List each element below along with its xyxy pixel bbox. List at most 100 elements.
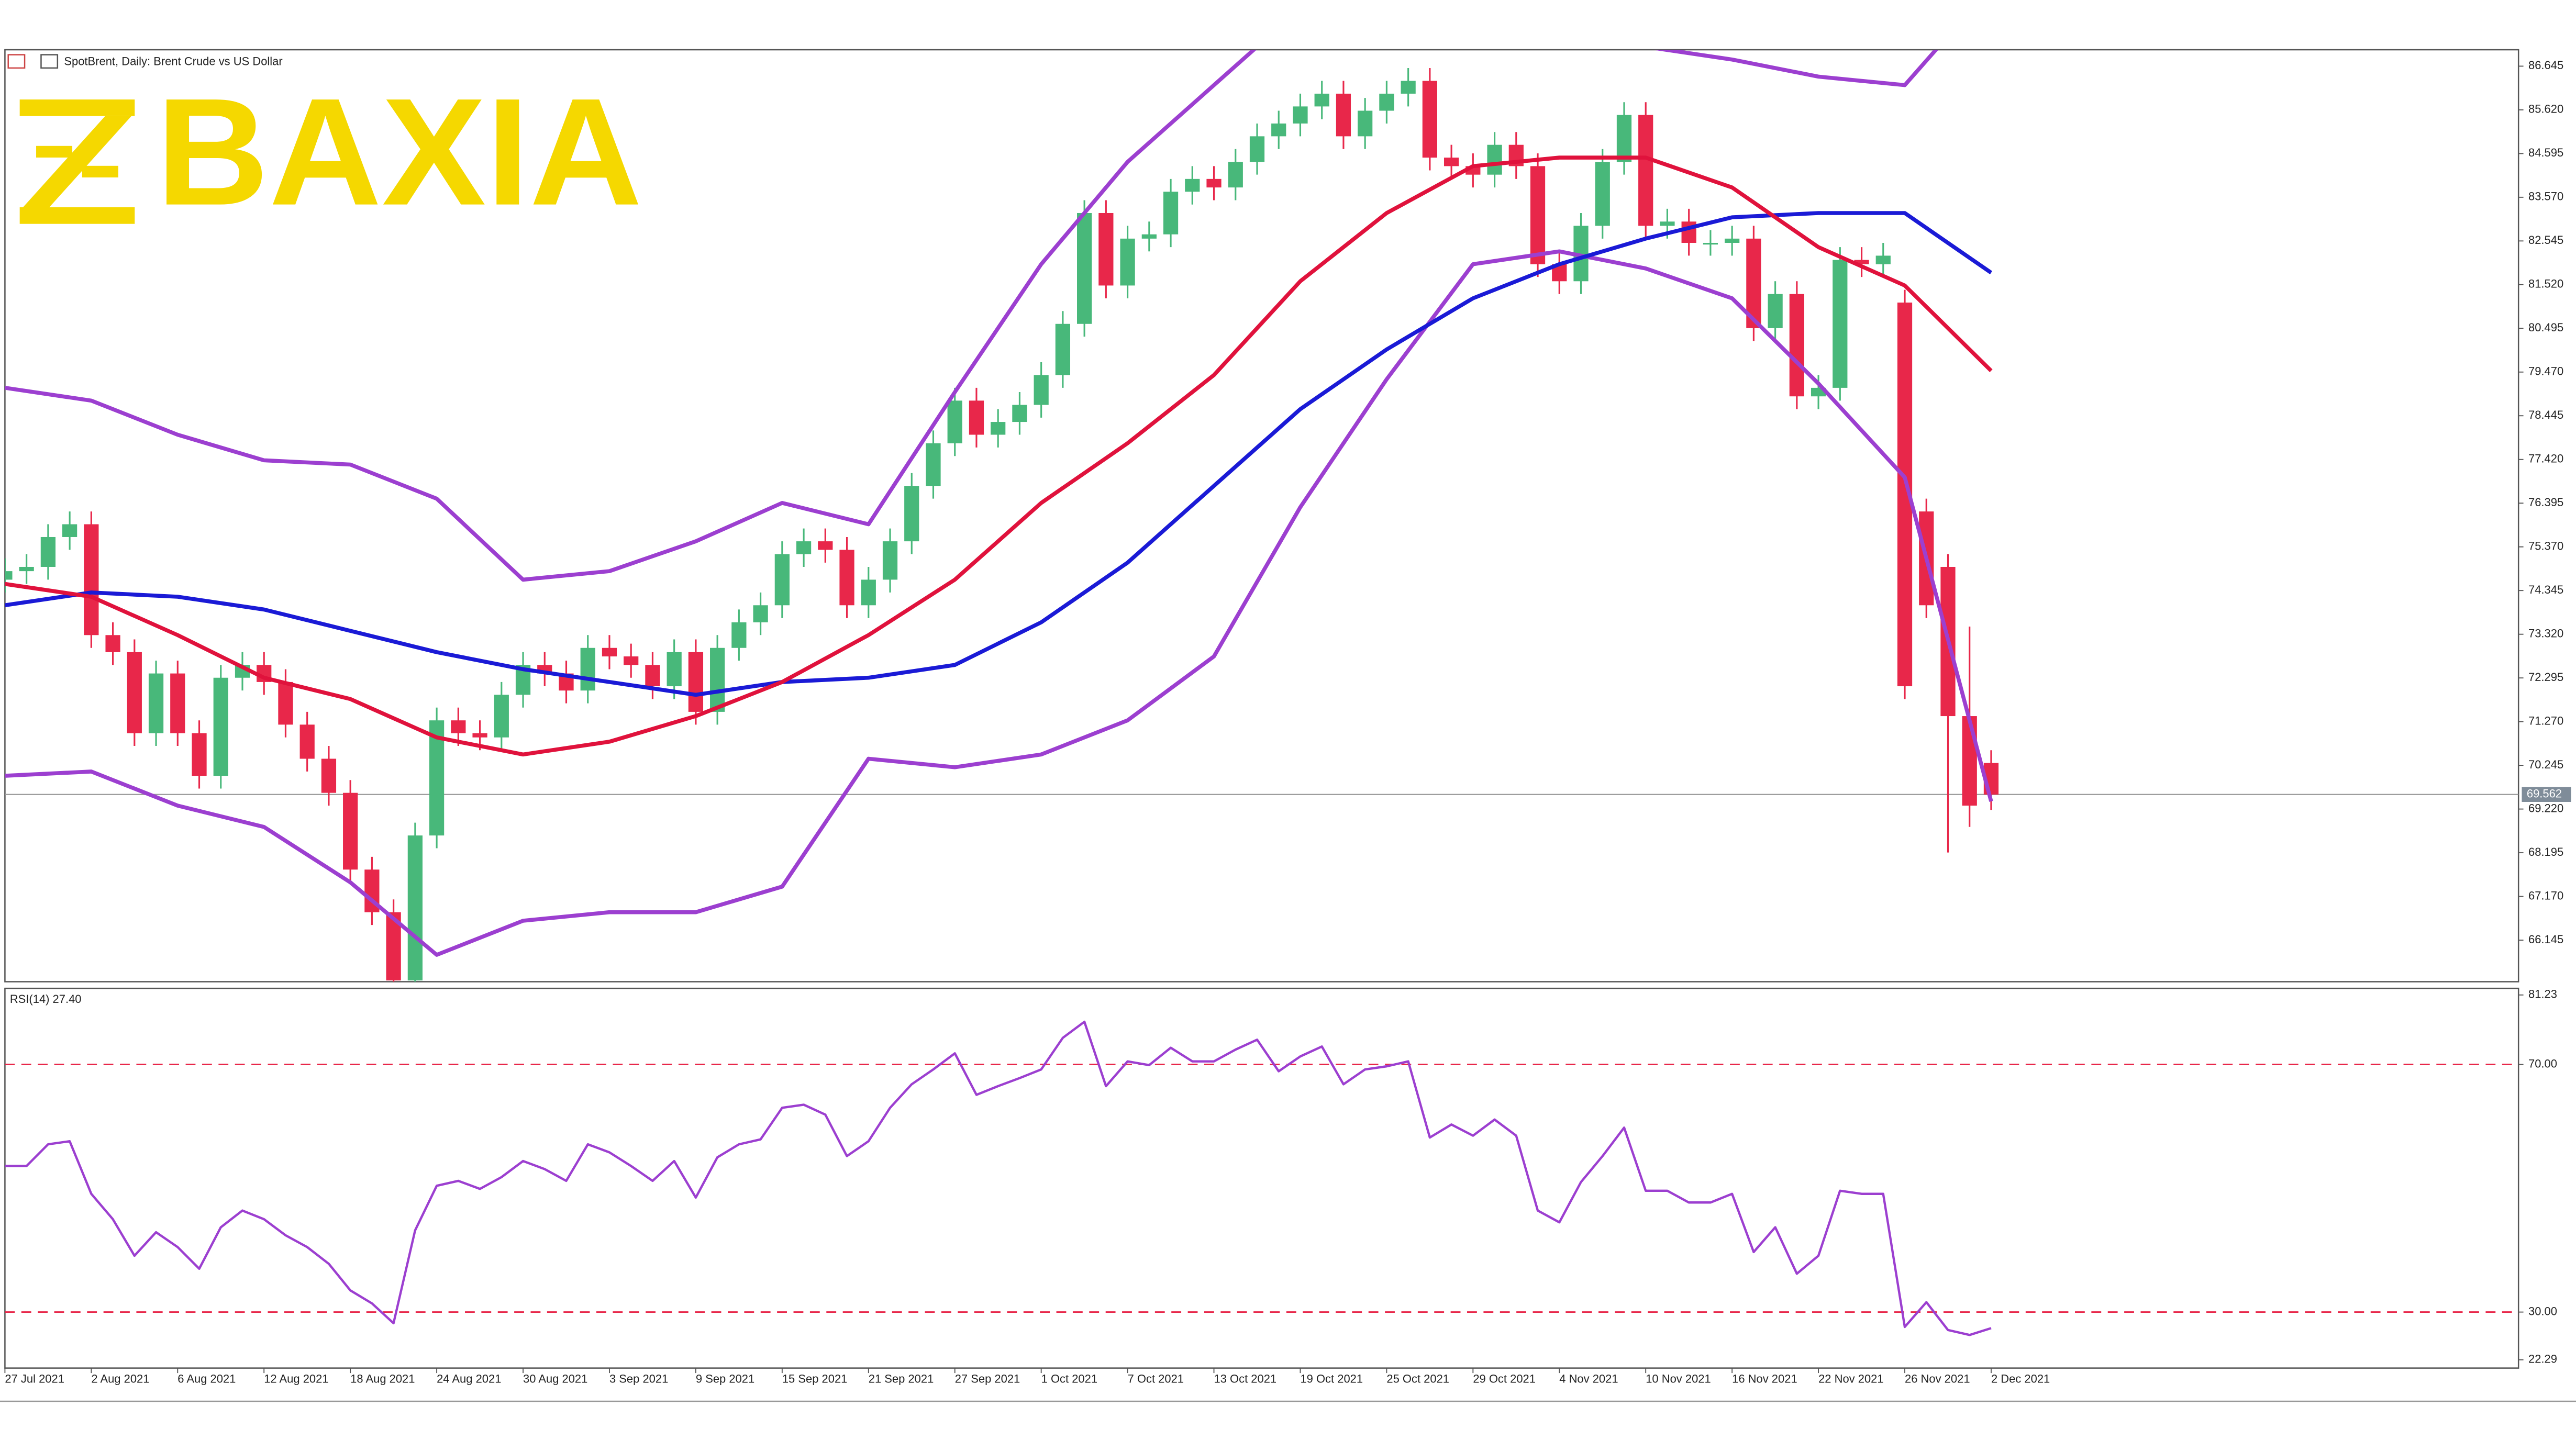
candle-body	[861, 579, 876, 606]
candle-body	[127, 652, 142, 733]
y-tick-label: 30.00	[2528, 1304, 2557, 1318]
chart-title: SpotBrent, Daily: Brent Crude vs US Doll…	[64, 55, 282, 68]
candle-body	[1206, 178, 1222, 188]
candle-body	[1055, 323, 1071, 375]
candle-body	[1530, 166, 1546, 264]
candle-body	[1638, 115, 1653, 226]
candle-body	[1012, 405, 1027, 422]
indicator-line	[5, 155, 1993, 757]
candle-body	[1163, 192, 1179, 235]
logo-bar	[19, 207, 135, 224]
candle-body	[969, 400, 984, 435]
candle-body	[667, 652, 682, 687]
watermark: BAXIA	[156, 66, 642, 237]
y-tick-label: 68.195	[2528, 845, 2563, 858]
candle-body	[494, 695, 509, 738]
y-tick-label: 79.470	[2528, 365, 2563, 378]
candle-body	[5, 571, 13, 580]
candle-body	[1336, 93, 1351, 137]
candle-body	[1141, 234, 1157, 239]
x-tick-label: 24 Aug 2021	[437, 1372, 501, 1386]
logo	[19, 99, 135, 224]
y-tick-label: 76.395	[2528, 496, 2563, 509]
x-tick-label: 19 Oct 2021	[1300, 1372, 1363, 1386]
candle-body	[1098, 213, 1114, 286]
window-icon	[7, 54, 26, 69]
candle-body	[170, 673, 185, 733]
candle-body	[105, 635, 120, 652]
candle-body	[688, 652, 704, 712]
x-tick-label: 9 Sep 2021	[696, 1372, 754, 1386]
y-tick-label: 75.370	[2528, 539, 2563, 552]
candle-body	[299, 724, 315, 759]
candle-body	[407, 835, 423, 981]
x-tick-label: 6 Aug 2021	[177, 1372, 236, 1386]
indicator-line	[5, 50, 1939, 582]
x-tick-label: 22 Nov 2021	[1818, 1372, 1884, 1386]
candle-body	[472, 733, 487, 738]
candle-body	[991, 422, 1006, 435]
x-tick-label: 7 Oct 2021	[1128, 1372, 1184, 1386]
main-pane	[4, 49, 2519, 983]
y-tick-label: 70.00	[2528, 1057, 2557, 1070]
candle-body	[774, 554, 790, 606]
x-tick-label: 25 Oct 2021	[1386, 1372, 1449, 1386]
indicator-line	[5, 211, 1993, 697]
y-tick-label: 82.545	[2528, 233, 2563, 247]
candle-body	[624, 656, 639, 665]
candle-body	[1249, 136, 1265, 162]
logo-stroke	[36, 146, 73, 158]
candle-body	[731, 622, 747, 648]
candle-body	[192, 733, 207, 776]
candle-body	[645, 665, 660, 687]
candle-body	[451, 720, 466, 733]
candle-body	[1833, 260, 1848, 388]
x-tick-label: 27 Jul 2021	[5, 1372, 64, 1386]
y-tick-label: 85.620	[2528, 103, 2563, 116]
rsi-pane	[4, 987, 2519, 1369]
candle-body	[796, 541, 812, 554]
x-tick-label: 13 Oct 2021	[1214, 1372, 1277, 1386]
y-tick-label: 74.345	[2528, 583, 2563, 596]
candle-body	[40, 537, 56, 567]
x-tick-label: 21 Sep 2021	[869, 1372, 934, 1386]
candle-body	[1487, 144, 1502, 175]
indicator-line	[5, 249, 1993, 957]
chart-icon	[40, 54, 59, 69]
x-tick-label: 26 Nov 2021	[1905, 1372, 1970, 1386]
x-tick-label: 2 Dec 2021	[1991, 1372, 2050, 1386]
y-tick-label: 69.220	[2528, 801, 2563, 814]
candle-body	[1293, 106, 1308, 124]
y-tick-label: 86.645	[2528, 59, 2563, 72]
candle-body	[1875, 255, 1891, 264]
y-tick-label: 78.445	[2528, 408, 2563, 421]
y-tick-label: 81.23	[2528, 988, 2557, 1001]
y-tick-label: 71.270	[2528, 714, 2563, 727]
candle-body	[1789, 294, 1804, 397]
candle-body	[62, 524, 77, 537]
y-tick-label: 80.495	[2528, 321, 2563, 334]
axis-layer: 86.645 85.620 84.595 83.570 82.545 81.520 80.4…	[4, 59, 2571, 1386]
x-tick-label: 30 Aug 2021	[523, 1372, 587, 1386]
candle-body	[1401, 81, 1416, 94]
candle-body	[321, 758, 337, 793]
candle-body	[1768, 294, 1783, 328]
candle-body	[904, 486, 919, 542]
price-label: 69.562	[2527, 787, 2562, 800]
candle-body	[19, 566, 34, 572]
candle-body	[1034, 375, 1049, 405]
candle-body	[1616, 115, 1632, 162]
y-tick-label: 72.295	[2528, 671, 2563, 684]
y-tick-label: 73.320	[2528, 627, 2563, 640]
y-tick-label: 84.595	[2528, 146, 2563, 159]
y-tick-label: 81.520	[2528, 277, 2563, 291]
candle-body	[1379, 93, 1394, 111]
candle-body	[1962, 716, 1977, 806]
candle-body	[1595, 162, 1610, 226]
candle-body	[1660, 221, 1675, 226]
candle-body	[1422, 81, 1437, 158]
candle-body	[148, 673, 164, 733]
x-tick-label: 3 Sep 2021	[609, 1372, 668, 1386]
